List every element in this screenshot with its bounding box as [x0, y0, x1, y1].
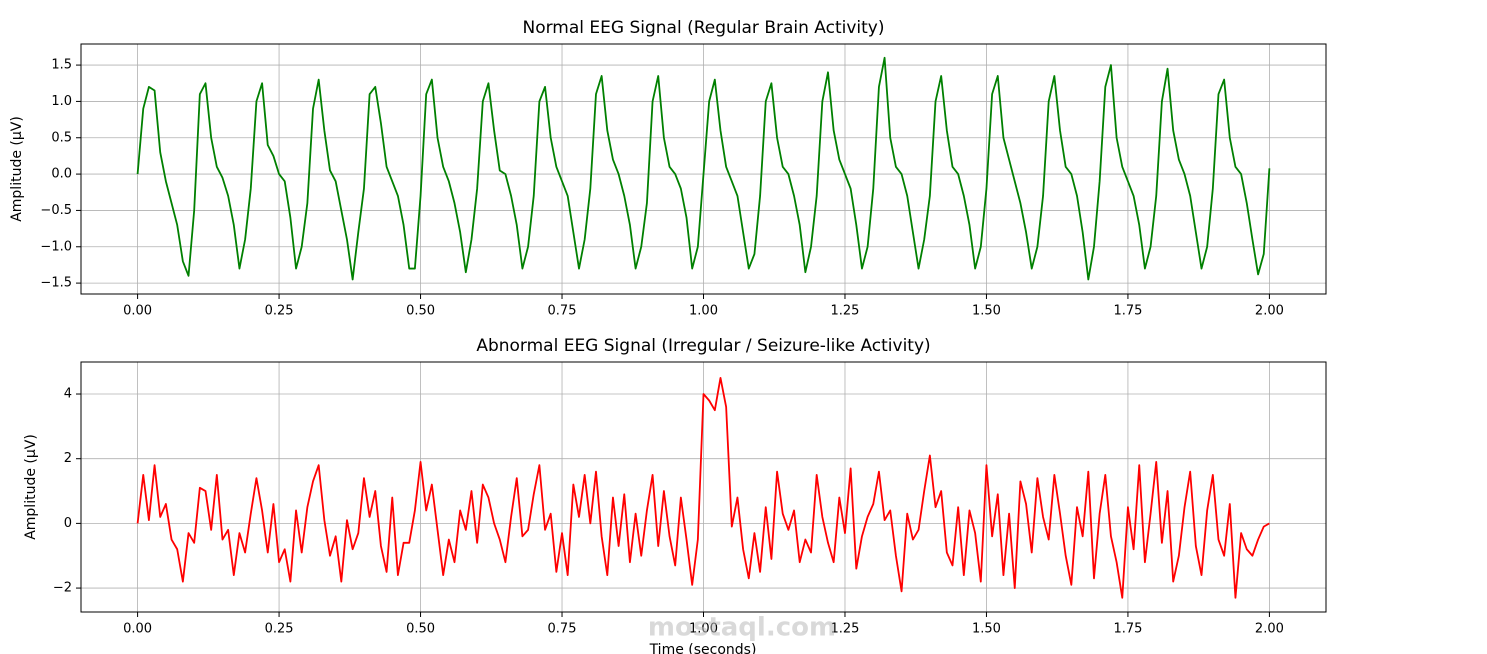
x-tick-label: 2.00 — [1255, 622, 1284, 637]
y-tick-label: −1.5 — [40, 276, 72, 291]
y-tick-label: 2 — [64, 451, 72, 466]
y-tick-label: −2 — [53, 581, 72, 596]
y-tick-label: 0.5 — [51, 130, 72, 145]
x-tick-label: 1.75 — [1113, 304, 1142, 319]
chart-title: Normal EEG Signal (Regular Brain Activit… — [522, 18, 884, 38]
watermark: mostaql.com — [648, 613, 836, 643]
x-tick-label: 0.75 — [548, 622, 577, 637]
x-tick-label: 1.25 — [831, 622, 860, 637]
x-tick-label: 0.00 — [123, 622, 152, 637]
signal-line — [136, 56, 1271, 281]
x-tick-label: 0.50 — [406, 622, 435, 637]
y-axis-label: Amplitude (µV) — [23, 434, 39, 540]
y-axis-label: Amplitude (µV) — [9, 116, 25, 222]
y-tick-label: −0.5 — [40, 203, 72, 218]
x-tick-label: 0.25 — [265, 304, 294, 319]
x-tick-label: 0.75 — [548, 304, 577, 319]
x-tick-label: 0.50 — [406, 304, 435, 319]
x-tick-label: 1.50 — [972, 304, 1001, 319]
x-tick-label: 0.25 — [265, 622, 294, 637]
x-tick-label: 1.00 — [689, 622, 718, 637]
x-tick-label: 0.00 — [123, 304, 152, 319]
x-axis-label: Time (seconds) — [649, 642, 757, 654]
axes-frame — [80, 361, 1327, 613]
y-tick-label: 1.0 — [51, 94, 72, 109]
axes-frame — [80, 43, 1327, 295]
x-tick-label: 1.75 — [1113, 622, 1142, 637]
x-tick-label: 2.00 — [1255, 304, 1284, 319]
signal-line — [136, 376, 1270, 599]
y-tick-label: 0.0 — [51, 167, 72, 182]
y-tick-label: 1.5 — [51, 58, 72, 73]
x-tick-label: 1.00 — [689, 304, 718, 319]
x-tick-label: 1.50 — [972, 622, 1001, 637]
chart-title: Abnormal EEG Signal (Irregular / Seizure… — [476, 336, 930, 356]
x-tick-label: 1.25 — [831, 304, 860, 319]
y-tick-label: 4 — [64, 387, 72, 402]
y-tick-label: −1.0 — [40, 239, 72, 254]
y-tick-label: 0 — [64, 516, 72, 531]
